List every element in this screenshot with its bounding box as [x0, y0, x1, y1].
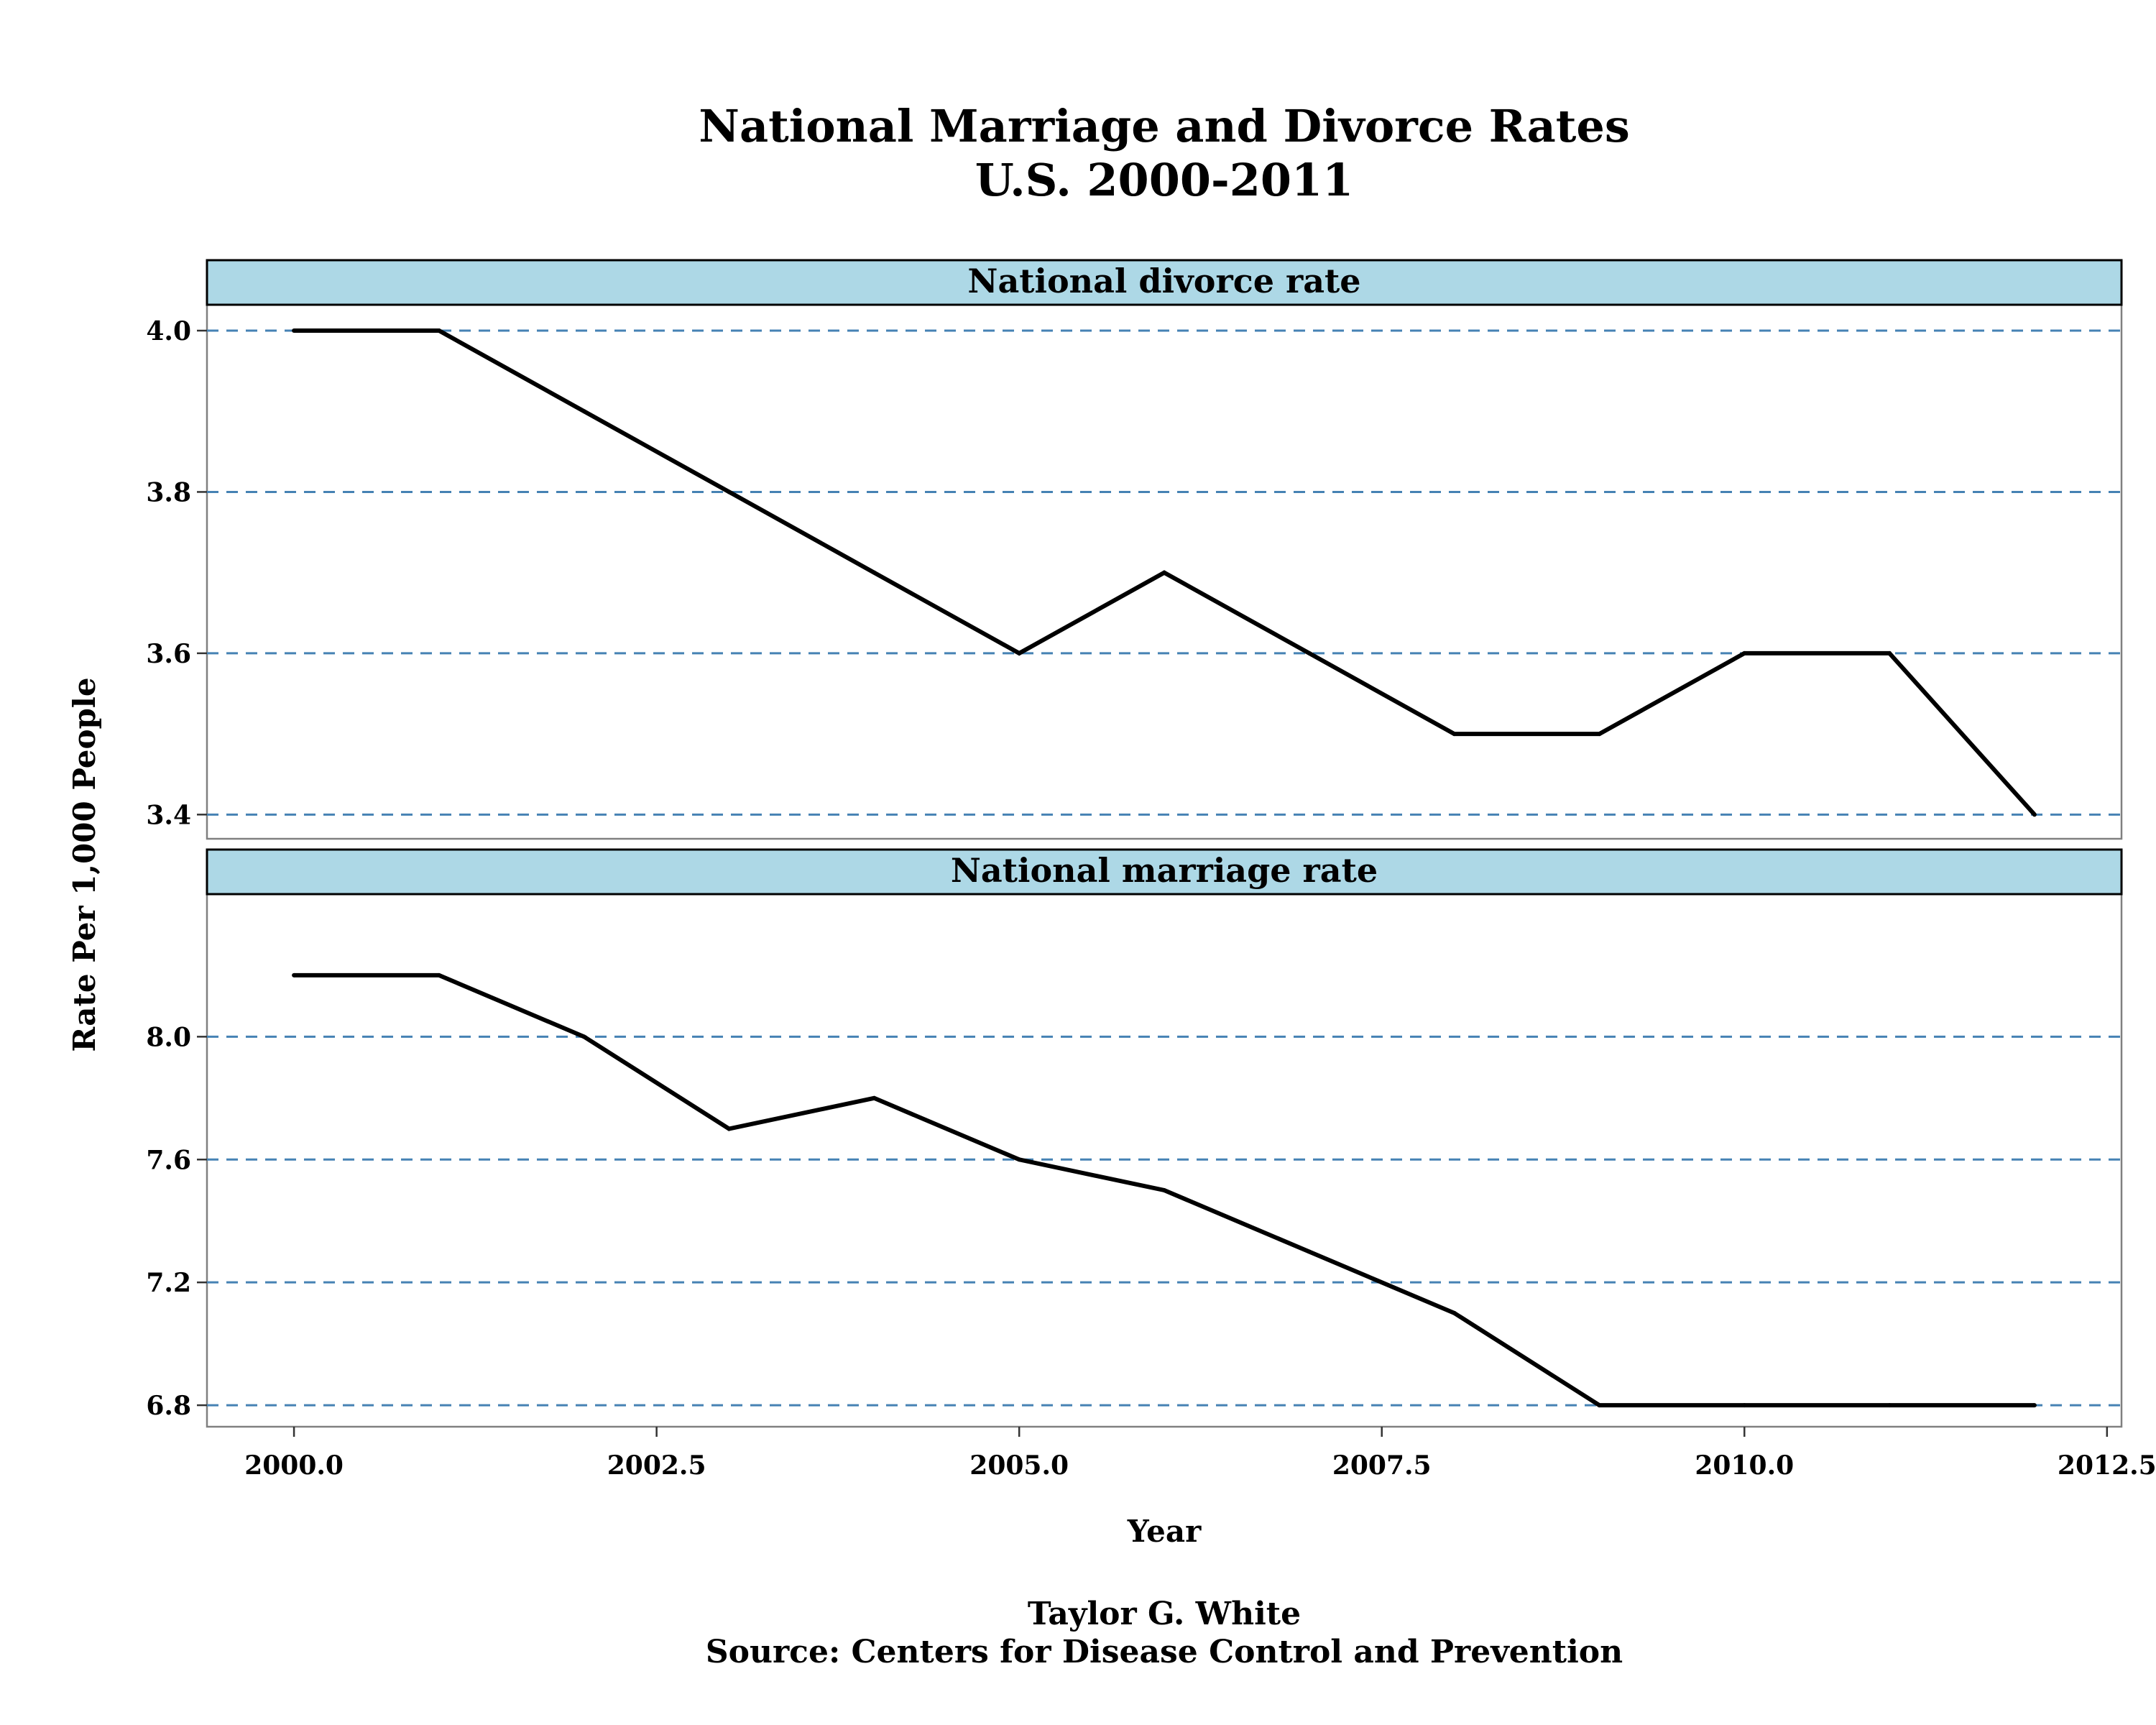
data-point — [872, 1095, 877, 1100]
data-point — [1307, 650, 1312, 656]
x-axis-ticks: 2000.0 2002.5 2005.0 2007.5 2010.0 2012.5 — [244, 1427, 2156, 1481]
data-point — [581, 409, 586, 414]
y-tick-label: 7.2 — [146, 1268, 191, 1298]
data-point — [727, 1126, 732, 1131]
data-point — [1597, 1403, 1602, 1408]
panel-2: National marriage rate 6.8 7.2 7.6 8.0 — [146, 848, 2123, 1428]
data-point — [292, 972, 297, 978]
data-point — [1017, 650, 1022, 656]
data-point — [1017, 1157, 1022, 1162]
data-point — [727, 489, 732, 494]
panel-1: National divorce rate 3.4 3.6 3.8 4.0 — [146, 259, 2123, 840]
x-tick-label: 2005.0 — [969, 1450, 1069, 1481]
data-point — [436, 972, 441, 978]
data-point — [1452, 732, 1457, 737]
data-point — [2032, 812, 2037, 817]
y-tick-label: 3.8 — [146, 477, 191, 507]
data-point — [1887, 650, 1892, 656]
data-point — [1162, 1188, 1166, 1192]
data-point — [1742, 650, 1747, 656]
data-point — [1597, 732, 1602, 737]
y-tick-label: 8.0 — [146, 1022, 191, 1052]
panel-strip-label: National divorce rate — [967, 262, 1360, 300]
data-point — [581, 1034, 586, 1039]
x-tick-label: 2007.5 — [1332, 1450, 1432, 1481]
x-tick-label: 2002.5 — [607, 1450, 706, 1481]
y-tick-label: 4.0 — [146, 316, 191, 346]
panel-strip — [206, 259, 2123, 306]
panel-strip-label: National marriage rate — [951, 851, 1378, 890]
y-tick-label: 6.8 — [146, 1391, 191, 1421]
data-point — [292, 328, 297, 333]
data-point — [2032, 1403, 2037, 1408]
data-point — [1307, 1249, 1312, 1254]
data-point — [1162, 570, 1166, 575]
x-tick-label: 2012.5 — [2058, 1450, 2156, 1481]
x-axis-label: Year — [1127, 1514, 1202, 1549]
panels: National divorce rate3.43.63.84.0Nationa… — [146, 259, 2123, 1428]
x-tick-label: 2000.0 — [244, 1450, 344, 1481]
y-tick-label: 3.4 — [146, 800, 191, 830]
caption-author: Taylor G. White — [1028, 1596, 1301, 1632]
data-point — [872, 570, 877, 575]
x-tick-label: 2010.0 — [1695, 1450, 1794, 1481]
data-point — [1742, 1403, 1747, 1408]
chart-subtitle: U.S. 2000-2011 — [975, 154, 1354, 206]
y-axis-label: Rate Per 1,000 People — [67, 677, 102, 1052]
caption-source: Source: Centers for Disease Control and … — [706, 1634, 1623, 1670]
data-point — [1887, 1403, 1892, 1408]
chart-title: National Marriage and Divorce Rates — [699, 100, 1629, 152]
y-tick-label: 7.6 — [146, 1145, 191, 1175]
panel-strip — [206, 848, 2123, 896]
data-point — [1452, 1310, 1457, 1315]
y-tick-label: 3.6 — [146, 639, 191, 669]
data-point — [436, 328, 441, 333]
